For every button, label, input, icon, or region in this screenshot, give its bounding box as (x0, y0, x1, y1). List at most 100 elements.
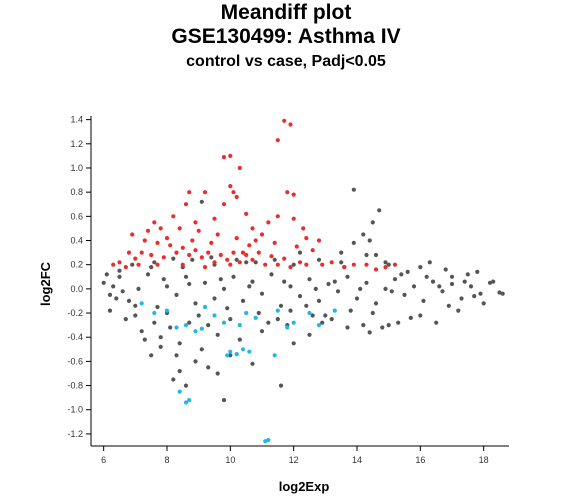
scatter-point-not_significant (345, 325, 350, 330)
scatter-point-not_significant (345, 274, 350, 279)
scatter-point-not_significant (288, 284, 293, 289)
scatter-point-up (253, 238, 258, 243)
scatter-point-not_significant (202, 280, 208, 285)
scatter-point-not_significant (136, 286, 141, 291)
scatter-point-not_significant (364, 252, 369, 258)
scatter-point-not_significant (481, 301, 486, 306)
scatter-point-not_significant (221, 286, 227, 291)
scatter-point-down (177, 389, 182, 394)
scatter-point-up (212, 260, 217, 265)
scatter-point-up (244, 252, 249, 258)
scatter-point-not_significant (367, 330, 372, 335)
scatter-point-not_significant (218, 277, 223, 282)
scatter-point-not_significant (250, 279, 255, 284)
scatter-point-up (139, 250, 144, 255)
scatter-point-down (234, 352, 239, 357)
y-tick-label: 1.0 (70, 163, 83, 173)
scatter-point-up (212, 216, 217, 221)
scatter-point-not_significant (399, 272, 404, 277)
y-tick-label: 0.6 (70, 211, 83, 221)
scatter-point-up (196, 228, 201, 233)
scatter-point-up (228, 262, 233, 267)
scatter-point-down (285, 325, 290, 330)
scatter-point-not_significant (114, 296, 119, 301)
scatter-point-up (183, 202, 189, 207)
scatter-point-not_significant (107, 292, 113, 297)
scatter-point-not_significant (183, 383, 189, 388)
scatter-point-not_significant (443, 267, 448, 272)
scatter-point-not_significant (459, 296, 464, 301)
scatter-point-not_significant (234, 257, 239, 262)
scatter-point-not_significant (487, 280, 493, 285)
scatter-point-not_significant (326, 281, 331, 287)
scatter-point-down (275, 308, 280, 313)
y-tick-label: 0.4 (70, 236, 83, 246)
scatter-point-up (218, 252, 223, 258)
scatter-point-not_significant (383, 286, 388, 291)
scatter-point-down (240, 347, 246, 352)
scatter-point-down (164, 308, 170, 313)
scatter-point-up (190, 238, 195, 243)
scatter-point-up (250, 226, 255, 231)
scatter-point-up (142, 238, 147, 243)
scatter-point-down (272, 353, 277, 358)
y-tick-label: -0.6 (67, 356, 83, 366)
scatter-point-up (342, 265, 347, 270)
scatter-point-up (130, 232, 135, 237)
scatter-point-not_significant (145, 272, 151, 277)
scatter-point-not_significant (291, 262, 296, 267)
scatter-point-not_significant (237, 337, 242, 342)
scatter-point-up (171, 214, 176, 219)
scatter-point-up (231, 190, 236, 195)
scatter-point-not_significant (152, 320, 157, 325)
scatter-point-not_significant (250, 361, 255, 366)
scatter-point-not_significant (155, 304, 160, 310)
y-axis-title: log2FC (38, 261, 53, 306)
x-tick-label: 14 (352, 455, 362, 465)
y-tick-label: -0.4 (67, 332, 83, 342)
scatter-point-not_significant (215, 332, 220, 337)
scatter-point-up (285, 190, 290, 195)
scatter-point-down (291, 320, 296, 325)
scatter-point-not_significant (187, 281, 192, 287)
scatter-point-up (145, 228, 151, 233)
x-tick-label: 16 (415, 455, 425, 465)
scatter-point-up (247, 243, 252, 248)
scatter-point-up (351, 262, 356, 267)
scatter-point-not_significant (316, 298, 322, 303)
data-points (101, 118, 505, 444)
scatter-point-not_significant (408, 315, 413, 320)
scatter-point-up (234, 194, 239, 200)
scatter-point-not_significant (199, 199, 204, 204)
x-tick-label: 12 (289, 455, 299, 465)
scatter-point-not_significant (364, 280, 369, 285)
scatter-point-not_significant (215, 371, 220, 376)
scatter-point-not_significant (101, 280, 106, 285)
scatter-point-not_significant (370, 220, 375, 225)
scatter-point-not_significant (266, 320, 271, 325)
scatter-point-up (187, 252, 192, 258)
scatter-point-not_significant (117, 274, 122, 279)
scatter-point-not_significant (430, 279, 436, 284)
scatter-point-not_significant (383, 260, 388, 265)
scatter-point-not_significant (177, 341, 182, 346)
scatter-point-not_significant (269, 272, 274, 277)
scatter-point-up (155, 240, 160, 245)
scatter-point-down (244, 310, 249, 316)
scatter-point-up (269, 254, 274, 259)
scatter-point-not_significant (275, 317, 280, 322)
scatter-point-down (202, 304, 208, 310)
scatter-point-not_significant (117, 268, 122, 273)
scatter-point-not_significant (139, 329, 144, 334)
scatter-point-up (288, 265, 293, 270)
scatter-point-not_significant (149, 265, 154, 270)
scatter-point-not_significant (367, 238, 372, 243)
scatter-point-not_significant (427, 260, 432, 265)
scatter-point-up (263, 262, 268, 267)
scatter-point-up (228, 184, 233, 189)
scatter-point-up (320, 262, 325, 267)
scatter-point-up (282, 118, 287, 123)
scatter-point-not_significant (297, 294, 303, 299)
scatter-point-up (164, 236, 170, 241)
